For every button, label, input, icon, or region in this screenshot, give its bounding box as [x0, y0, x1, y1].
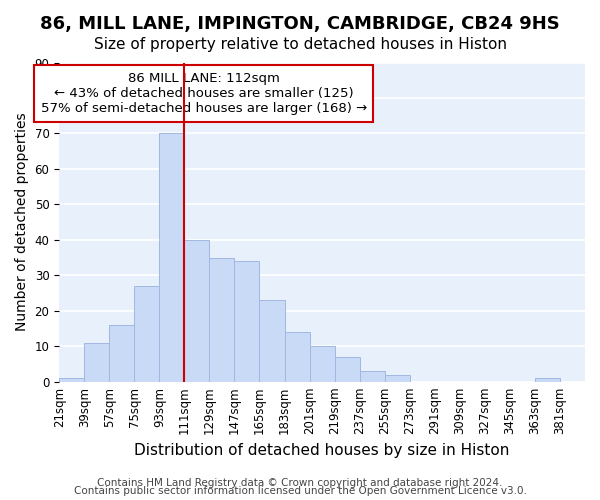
- Text: 86 MILL LANE: 112sqm
← 43% of detached houses are smaller (125)
57% of semi-deta: 86 MILL LANE: 112sqm ← 43% of detached h…: [41, 72, 367, 115]
- Bar: [84, 342, 109, 382]
- Bar: [335, 357, 359, 382]
- Text: Contains public sector information licensed under the Open Government Licence v3: Contains public sector information licen…: [74, 486, 526, 496]
- Text: Contains HM Land Registry data © Crown copyright and database right 2024.: Contains HM Land Registry data © Crown c…: [97, 478, 503, 488]
- Text: Size of property relative to detached houses in Histon: Size of property relative to detached ho…: [94, 38, 506, 52]
- Bar: [209, 258, 235, 382]
- Bar: [160, 134, 184, 382]
- Bar: [235, 261, 259, 382]
- Bar: [109, 325, 134, 382]
- Bar: [259, 300, 284, 382]
- Bar: [134, 286, 160, 382]
- Text: 86, MILL LANE, IMPINGTON, CAMBRIDGE, CB24 9HS: 86, MILL LANE, IMPINGTON, CAMBRIDGE, CB2…: [40, 15, 560, 33]
- Y-axis label: Number of detached properties: Number of detached properties: [15, 113, 29, 332]
- Bar: [535, 378, 560, 382]
- Bar: [284, 332, 310, 382]
- X-axis label: Distribution of detached houses by size in Histon: Distribution of detached houses by size …: [134, 442, 510, 458]
- Bar: [310, 346, 335, 382]
- Bar: [59, 378, 84, 382]
- Bar: [359, 371, 385, 382]
- Bar: [184, 240, 209, 382]
- Bar: [385, 374, 410, 382]
